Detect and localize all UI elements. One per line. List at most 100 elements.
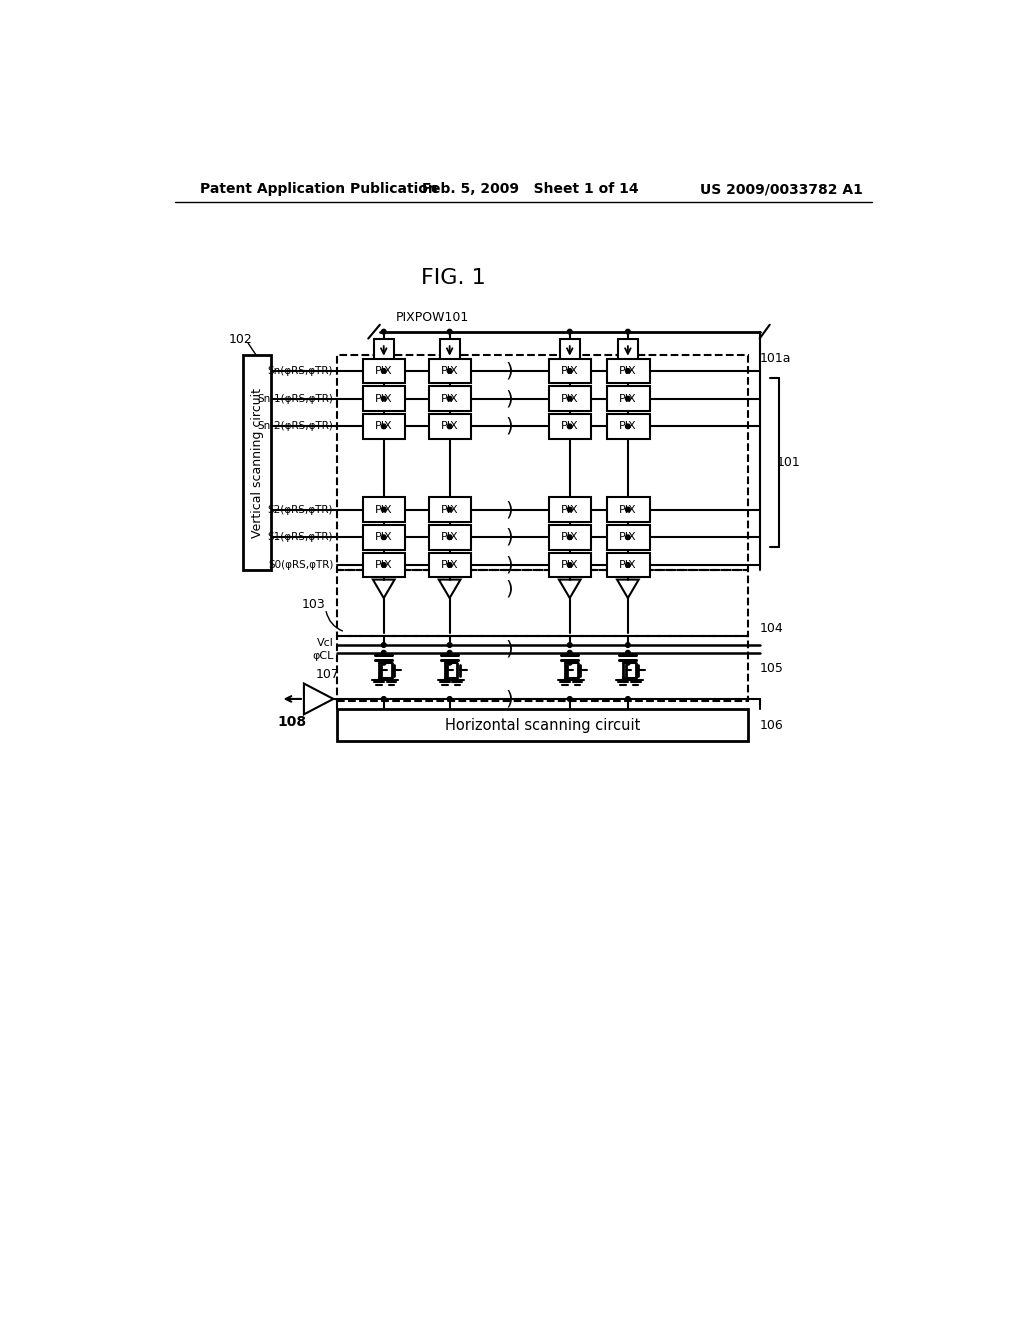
Circle shape xyxy=(447,535,452,540)
Text: 108: 108 xyxy=(278,715,307,729)
Bar xyxy=(549,553,592,577)
Circle shape xyxy=(567,660,572,665)
Bar xyxy=(429,525,471,549)
Circle shape xyxy=(626,507,630,512)
Text: S0(φRS,φTR): S0(φRS,φTR) xyxy=(268,560,334,570)
Text: S2(φRS,φTR): S2(φRS,φTR) xyxy=(268,504,334,515)
Circle shape xyxy=(447,368,452,374)
Bar xyxy=(362,387,406,411)
Text: PIXPOW101: PIXPOW101 xyxy=(395,312,469,325)
Bar xyxy=(560,339,580,360)
Text: ): ) xyxy=(506,500,513,519)
Text: 105: 105 xyxy=(760,663,783,675)
Text: Horizontal scanning circuit: Horizontal scanning circuit xyxy=(445,718,640,733)
Bar xyxy=(429,387,471,411)
Bar xyxy=(439,339,460,360)
Circle shape xyxy=(567,330,572,334)
Text: PIX: PIX xyxy=(440,504,459,515)
Text: PIX: PIX xyxy=(375,532,392,543)
Circle shape xyxy=(381,697,386,701)
Circle shape xyxy=(567,697,572,701)
Circle shape xyxy=(381,651,386,655)
Circle shape xyxy=(381,368,386,374)
Text: PIX: PIX xyxy=(440,366,459,376)
Text: PIX: PIX xyxy=(561,504,579,515)
Text: ): ) xyxy=(506,389,513,408)
Bar xyxy=(337,570,748,636)
Circle shape xyxy=(567,643,572,647)
Circle shape xyxy=(447,507,452,512)
Text: PIX: PIX xyxy=(620,366,637,376)
Circle shape xyxy=(381,330,386,334)
Text: Vertical scanning circuit: Vertical scanning circuit xyxy=(251,388,263,537)
Bar xyxy=(243,355,271,570)
Text: PIX: PIX xyxy=(561,532,579,543)
Bar xyxy=(549,498,592,521)
Circle shape xyxy=(626,562,630,568)
Text: Sn(φRS,φTR): Sn(φRS,φTR) xyxy=(268,366,334,376)
Text: 102: 102 xyxy=(228,333,252,346)
Bar xyxy=(617,339,638,360)
Circle shape xyxy=(447,651,452,655)
Circle shape xyxy=(626,643,630,647)
Text: PIX: PIX xyxy=(375,560,392,570)
Bar xyxy=(429,359,471,383)
Circle shape xyxy=(381,507,386,512)
Circle shape xyxy=(447,643,452,647)
Text: PIX: PIX xyxy=(620,560,637,570)
Circle shape xyxy=(567,424,572,429)
Text: S1(φRS,φTR): S1(φRS,φTR) xyxy=(268,532,334,543)
Circle shape xyxy=(567,368,572,374)
Text: ): ) xyxy=(506,579,513,598)
Text: 101a: 101a xyxy=(760,352,792,366)
Bar xyxy=(362,414,406,438)
Circle shape xyxy=(381,396,386,401)
Circle shape xyxy=(381,660,386,665)
Text: ): ) xyxy=(506,528,513,546)
Circle shape xyxy=(447,396,452,401)
Circle shape xyxy=(447,330,452,334)
Bar xyxy=(337,355,748,570)
Text: 107: 107 xyxy=(315,668,339,681)
Text: PIX: PIX xyxy=(561,421,579,432)
Bar xyxy=(607,387,649,411)
Text: PIX: PIX xyxy=(375,393,392,404)
Text: 101: 101 xyxy=(776,455,800,469)
Text: PIX: PIX xyxy=(561,393,579,404)
Text: Patent Application Publication: Patent Application Publication xyxy=(200,182,438,197)
Circle shape xyxy=(626,697,630,701)
Circle shape xyxy=(626,368,630,374)
Text: FIG. 1: FIG. 1 xyxy=(421,268,485,288)
Bar xyxy=(374,339,394,360)
Circle shape xyxy=(381,643,386,647)
Text: 104: 104 xyxy=(760,622,783,635)
Circle shape xyxy=(626,396,630,401)
Text: PIX: PIX xyxy=(561,366,579,376)
Text: PIX: PIX xyxy=(620,504,637,515)
Circle shape xyxy=(626,651,630,655)
Circle shape xyxy=(381,562,386,568)
Text: 103: 103 xyxy=(302,598,326,611)
Circle shape xyxy=(567,651,572,655)
Text: PIX: PIX xyxy=(620,421,637,432)
Circle shape xyxy=(626,660,630,665)
Circle shape xyxy=(447,424,452,429)
Text: 106: 106 xyxy=(760,718,783,731)
Text: Sn-1(φRS,φTR): Sn-1(φRS,φTR) xyxy=(257,393,334,404)
Text: PIX: PIX xyxy=(375,421,392,432)
Circle shape xyxy=(626,330,630,334)
Bar xyxy=(362,359,406,383)
Bar xyxy=(337,636,748,701)
Text: Sn-2(φRS,φTR): Sn-2(φRS,φTR) xyxy=(257,421,334,432)
Bar xyxy=(549,525,592,549)
Text: Vcl: Vcl xyxy=(316,639,334,648)
Circle shape xyxy=(447,562,452,568)
Text: PIX: PIX xyxy=(440,560,459,570)
Text: PIX: PIX xyxy=(375,504,392,515)
Circle shape xyxy=(381,424,386,429)
Bar xyxy=(362,553,406,577)
Text: PIX: PIX xyxy=(440,393,459,404)
Bar xyxy=(607,498,649,521)
Text: PIX: PIX xyxy=(620,393,637,404)
Circle shape xyxy=(447,697,452,701)
